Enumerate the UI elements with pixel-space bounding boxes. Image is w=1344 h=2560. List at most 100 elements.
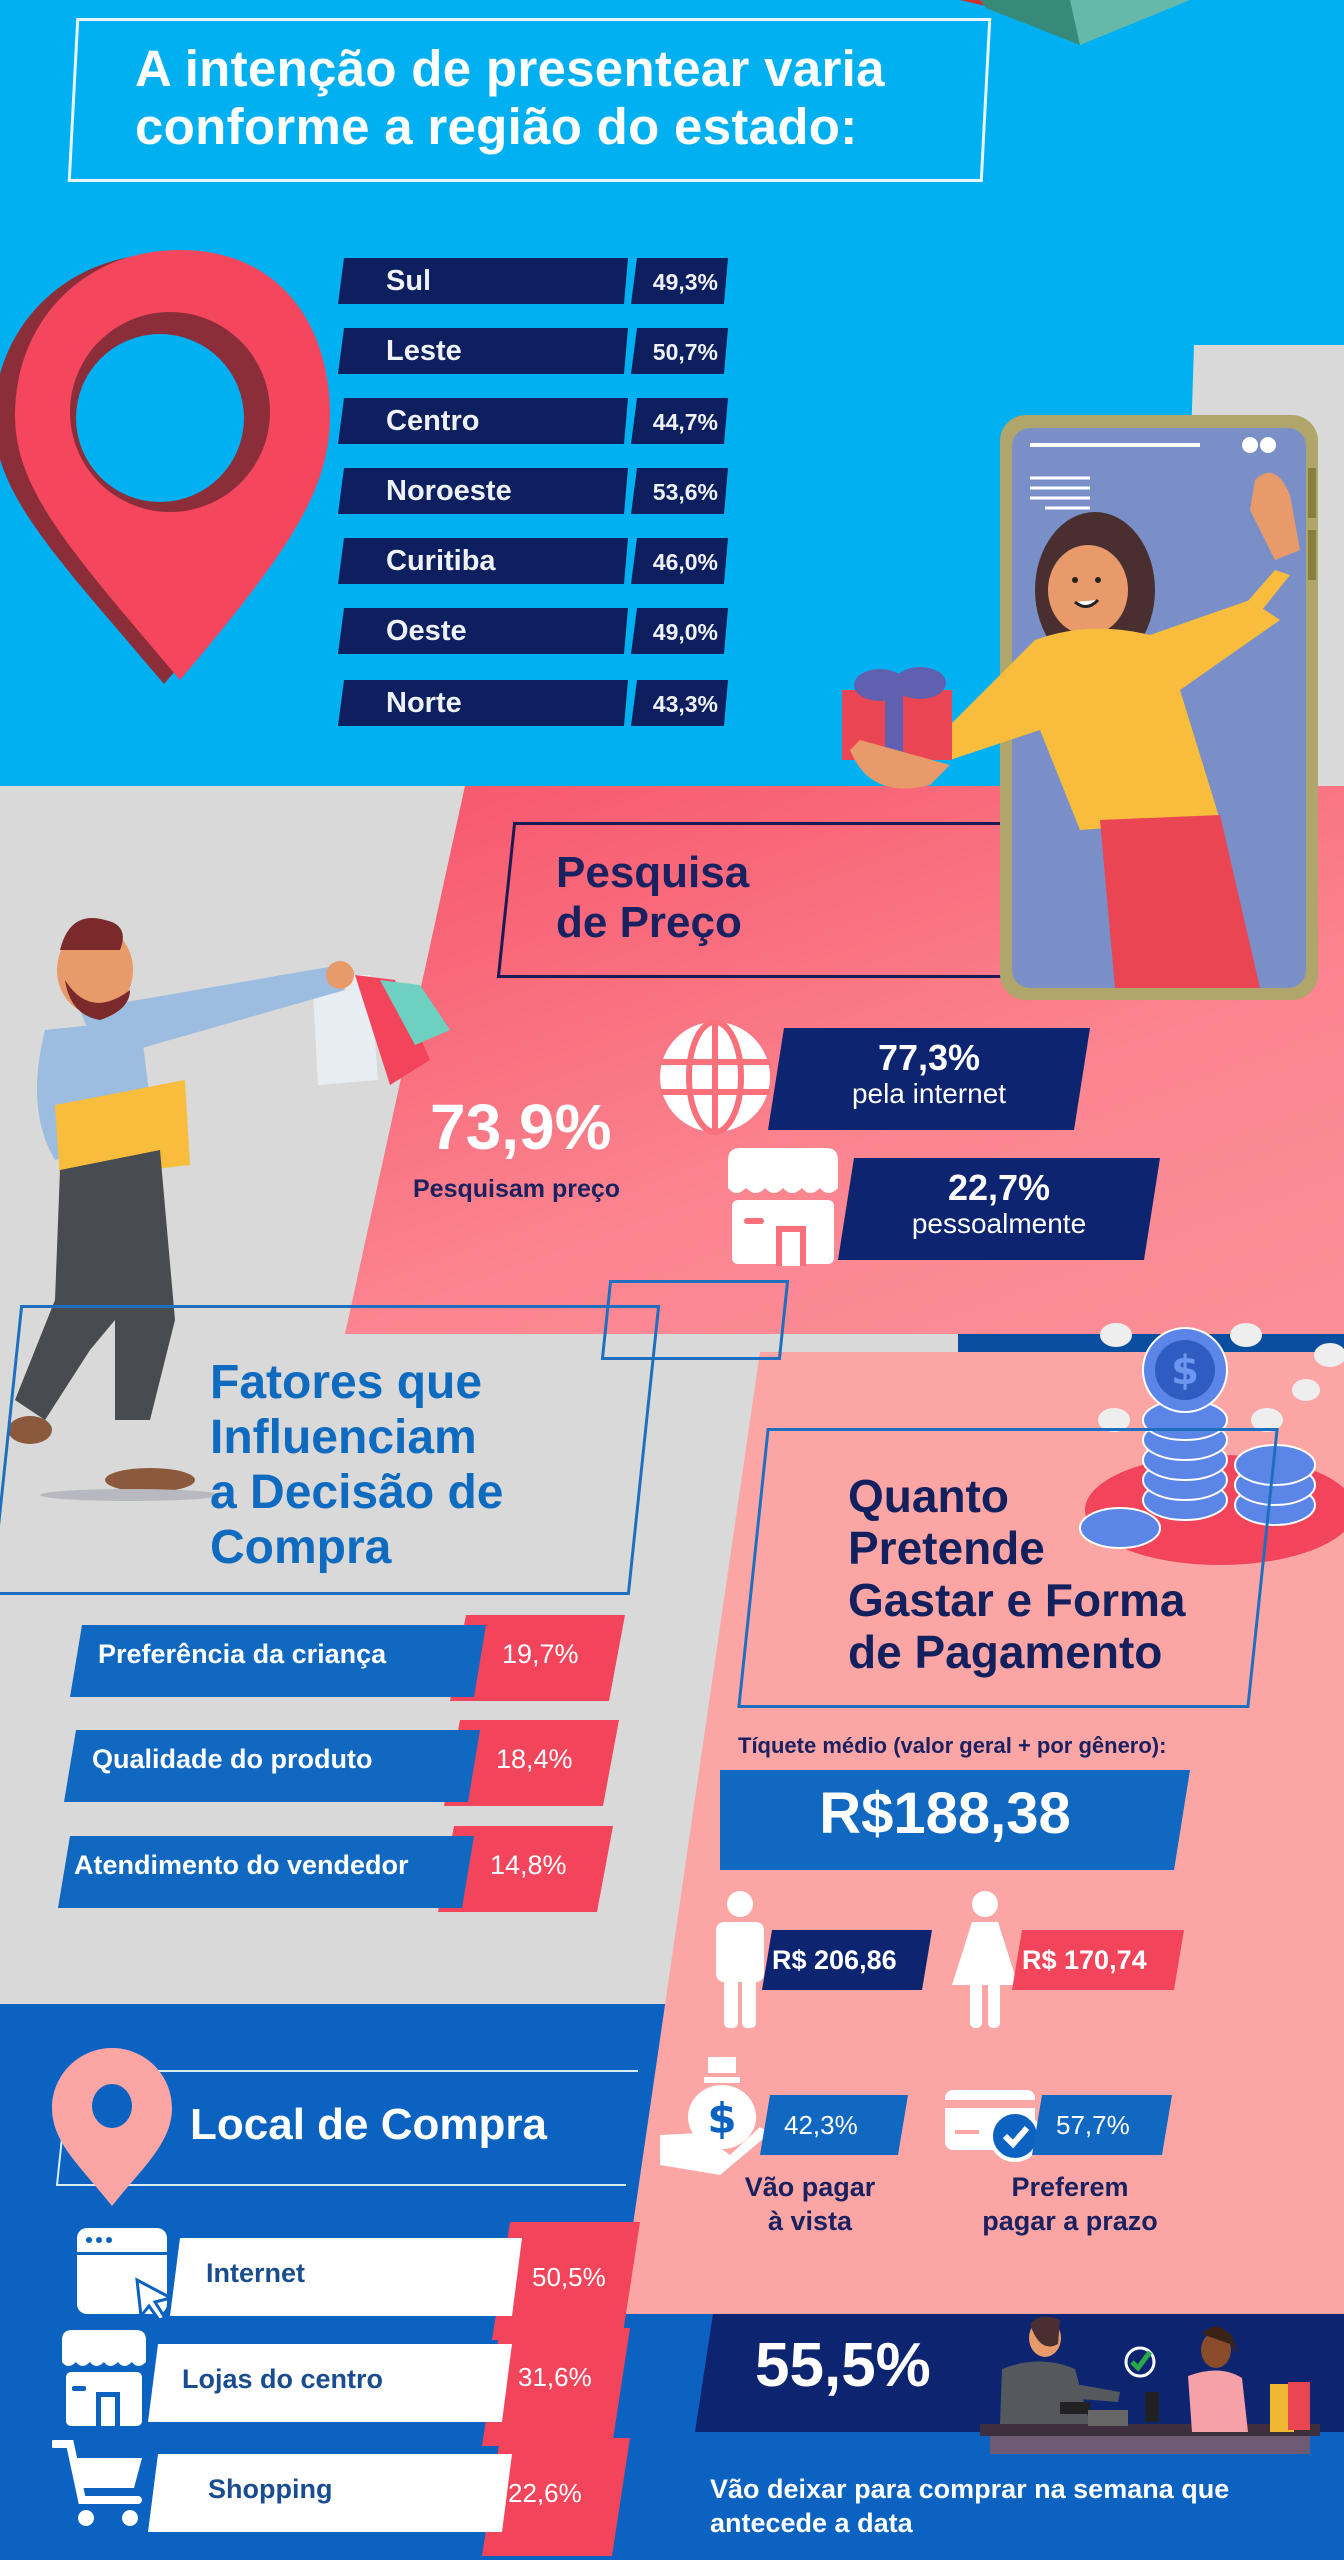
store-icon xyxy=(728,1148,838,1266)
pesquisa-title: Pesquisa de Preço xyxy=(556,848,749,948)
male-icon xyxy=(712,1890,768,2030)
region-name: Noroeste xyxy=(386,475,512,507)
fatores-title-line: Compra xyxy=(210,1521,392,1574)
local-label: Shopping xyxy=(208,2474,333,2504)
region-value: 49,3% xyxy=(652,269,718,295)
fator-label: Qualidade do produto xyxy=(92,1744,373,1774)
region-value-bar xyxy=(631,538,728,584)
region-value-bar xyxy=(631,398,728,444)
region-value: 50,7% xyxy=(652,339,718,365)
local-row-lojas-centro: Lojas do centro 31,6% xyxy=(148,2328,618,2448)
globe-icon xyxy=(658,1020,773,1135)
region-name-bar xyxy=(338,398,628,444)
region-name-bar xyxy=(338,258,628,304)
fator-value: 19,7% xyxy=(502,1639,579,1669)
region-row-centro: Centro 44,7% xyxy=(338,398,728,444)
local-label-bar xyxy=(170,2238,522,2316)
in-person-research-stat: 22,7% pessoalmente xyxy=(838,1158,1160,1260)
pesquisa-title-line-1: Pesquisa xyxy=(556,848,750,897)
fator-row-qualidade: Qualidade do produto 18,4% xyxy=(64,1720,624,1806)
title-line-2: conforme a região do estado: xyxy=(135,98,858,155)
region-value-bar xyxy=(631,680,728,726)
region-value: 44,7% xyxy=(652,409,718,435)
last-week-label: Vão deixar para comprar na semana que an… xyxy=(710,2474,1230,2538)
in-person-research-value: 22,7% xyxy=(947,1167,1051,1208)
local-label-bar xyxy=(148,2454,512,2532)
store-icon xyxy=(62,2330,146,2426)
region-row-noroeste: Noroeste 53,6% xyxy=(338,468,728,514)
region-row-norte: Norte 43,3% xyxy=(338,680,728,726)
region-name-bar xyxy=(338,538,628,584)
cashier-customer-illustration xyxy=(980,2314,1344,2454)
local-row-internet: Internet 50,5% xyxy=(170,2222,640,2342)
region-row-oeste: Oeste 49,0% xyxy=(338,608,728,654)
internet-research-value: 77,3% xyxy=(877,1037,981,1078)
region-value-bar xyxy=(631,468,728,514)
local-label-bar xyxy=(148,2344,512,2422)
coins-stack-illustration: $ xyxy=(1070,1280,1344,1570)
region-value: 49,0% xyxy=(652,619,718,645)
fator-value: 14,8% xyxy=(490,1850,567,1880)
ticket-label: Tíquete médio (valor geral + por gênero)… xyxy=(738,1733,1167,1758)
gift-corner-decoration xyxy=(960,0,1190,45)
last-week-value: 55,5% xyxy=(755,2331,931,2400)
woman-phone-gift-illustration xyxy=(830,400,1330,1010)
credit-card-check-icon xyxy=(945,2090,1045,2162)
female-icon xyxy=(950,1890,1020,2030)
fatores-title-line: Influenciam xyxy=(210,1411,477,1464)
fator-label-bar xyxy=(70,1625,486,1697)
fatores-title-line: a Decisão de xyxy=(210,1466,504,1519)
local-value: 31,6% xyxy=(518,2362,592,2392)
male-ticket-value: R$ 206,86 xyxy=(762,1930,932,1990)
ticket-value: R$188,38 xyxy=(819,1781,1071,1846)
fator-label: Preferência da criança xyxy=(98,1639,387,1669)
fator-value: 18,4% xyxy=(496,1744,573,1774)
region-name-bar xyxy=(338,468,628,514)
a-vista-label: Vão pagar à vista xyxy=(710,2170,910,2238)
region-row-leste: Leste 50,7% xyxy=(338,328,728,374)
money-bag-hand-icon: $ xyxy=(660,2055,780,2175)
local-label: Lojas do centro xyxy=(182,2364,384,2394)
region-row-sul: Sul 49,3% xyxy=(338,258,728,304)
a-vista-label-line: à vista xyxy=(767,2206,853,2236)
a-prazo-value: 57,7% xyxy=(1032,2095,1172,2155)
fator-label: Atendimento do vendedor xyxy=(74,1850,409,1880)
local-label: Internet xyxy=(206,2258,306,2288)
fatores-accent-frame xyxy=(600,1280,790,1360)
page-title: A intenção de presentear varia conforme … xyxy=(135,40,975,156)
map-pin-icon xyxy=(0,250,340,690)
region-value: 46,0% xyxy=(652,549,718,575)
internet-research-label: pela internet xyxy=(851,1078,1007,1109)
quanto-title-line: Gastar e Forma xyxy=(848,1574,1186,1626)
fatores-title: Fatores que Influenciam a Decisão de Com… xyxy=(210,1355,503,1575)
fatores-title-line: Fatores que xyxy=(210,1356,483,1409)
female-ticket-value: R$ 170,74 xyxy=(1012,1930,1184,1990)
region-name-bar xyxy=(338,680,628,726)
location-pin-icon xyxy=(52,2048,172,2208)
region-name: Centro xyxy=(386,405,480,437)
local-value: 22,6% xyxy=(508,2478,582,2508)
region-row-curitiba: Curitiba 46,0% xyxy=(338,538,728,584)
a-prazo-label-line: pagar a prazo xyxy=(982,2206,1158,2236)
fator-row-atendimento: Atendimento do vendedor 14,8% xyxy=(58,1826,618,1912)
region-name: Curitiba xyxy=(386,545,496,577)
fator-label-bar xyxy=(58,1836,474,1908)
local-compra-title: Local de Compra xyxy=(190,2100,547,2149)
svg-text:$: $ xyxy=(1171,1348,1199,1394)
region-value-bar xyxy=(631,258,728,304)
in-person-research-label: pessoalmente xyxy=(911,1208,1087,1239)
quanto-title-line: Pretende xyxy=(848,1522,1045,1574)
pesquisa-title-line-2: de Preço xyxy=(556,898,742,947)
man-shopping-bags-illustration xyxy=(0,880,460,1560)
fator-label-bar xyxy=(64,1730,480,1802)
local-value: 50,5% xyxy=(532,2262,606,2292)
region-name: Norte xyxy=(386,687,462,719)
region-name: Sul xyxy=(386,265,432,297)
quanto-title-line: de Pagamento xyxy=(848,1626,1163,1678)
quanto-pretende-title: Quanto Pretende Gastar e Forma de Pagame… xyxy=(848,1470,1185,1678)
quanto-title-line: Quanto xyxy=(848,1470,1009,1522)
a-vista-label-line: Vão pagar xyxy=(744,2172,876,2202)
shopping-cart-icon xyxy=(52,2438,148,2528)
a-vista-value: 42,3% xyxy=(760,2095,908,2155)
region-value-bar xyxy=(631,608,728,654)
